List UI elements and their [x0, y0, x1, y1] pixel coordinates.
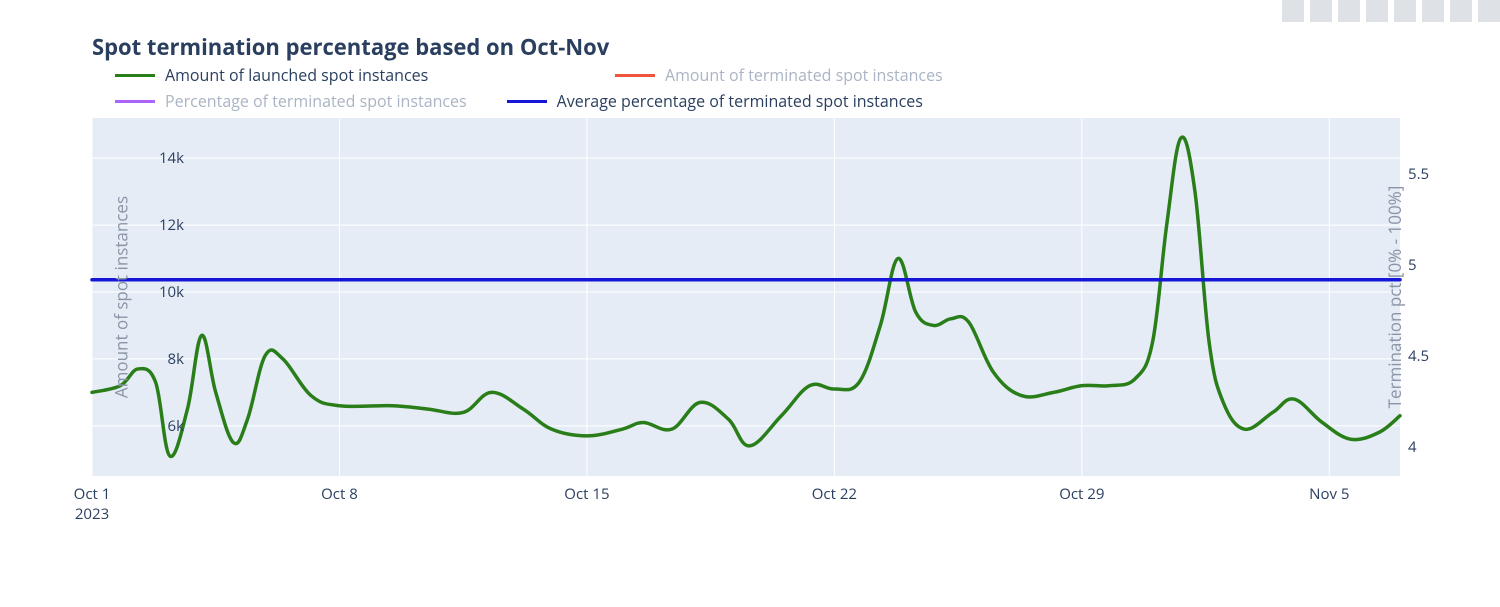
autoscale-icon[interactable] [1422, 0, 1444, 22]
legend-label: Amount of terminated spot instances [665, 64, 943, 86]
zoom-in-icon[interactable] [1366, 0, 1388, 22]
y-right-tick-label: 5 [1408, 255, 1448, 275]
y-right-tick-label: 4 [1408, 437, 1448, 457]
y-left-tick-label: 6k [144, 416, 184, 436]
legend-item[interactable]: Amount of terminated spot instances [615, 64, 1075, 86]
logo-icon[interactable] [1478, 0, 1500, 22]
legend-item[interactable]: Average percentage of terminated spot in… [507, 90, 923, 112]
legend-label: Average percentage of terminated spot in… [557, 90, 923, 112]
y-left-tick-label: 12k [144, 215, 184, 235]
modebar [1282, 0, 1500, 22]
y-right-tick-label: 5.5 [1408, 164, 1448, 184]
series-lines [92, 118, 1400, 476]
x-tick-label: Oct 29 [1059, 484, 1104, 504]
x-tick-label: Oct 15 [564, 484, 609, 504]
x-tick-label: Oct 22 [812, 484, 857, 504]
y-axis-right-title: Termination pct [0% - 100%] [1383, 186, 1406, 409]
chart-container: Spot termination percentage based on Oct… [0, 0, 1500, 607]
zoom-out-icon[interactable] [1394, 0, 1416, 22]
reset-axes-icon[interactable] [1450, 0, 1472, 22]
legend-item[interactable]: Percentage of terminated spot instances [115, 90, 467, 112]
legend-swatch [615, 74, 655, 77]
y-axis-left-title: Amount of spot instances [110, 196, 133, 398]
legend-swatch [115, 100, 155, 103]
legend-label: Percentage of terminated spot instances [165, 90, 467, 112]
y-left-tick-label: 10k [144, 282, 184, 302]
y-left-tick-label: 14k [144, 148, 184, 168]
zoom-icon[interactable] [1310, 0, 1332, 22]
y-right-tick-label: 4.5 [1408, 346, 1448, 366]
legend-swatch [115, 74, 155, 77]
chart-title: Spot termination percentage based on Oct… [92, 32, 609, 62]
legend-swatch [507, 100, 547, 103]
y-left-tick-label: 8k [144, 349, 184, 369]
camera-icon[interactable] [1282, 0, 1304, 22]
x-tick-label: Oct 1 2023 [74, 484, 111, 525]
x-tick-label: Nov 5 [1309, 484, 1349, 504]
pan-icon[interactable] [1338, 0, 1360, 22]
legend-item[interactable]: Amount of launched spot instances [115, 64, 575, 86]
legend-label: Amount of launched spot instances [165, 64, 428, 86]
x-tick-label: Oct 8 [321, 484, 358, 504]
legend: Amount of launched spot instances Amount … [115, 64, 1460, 112]
plot-area[interactable] [92, 118, 1400, 476]
